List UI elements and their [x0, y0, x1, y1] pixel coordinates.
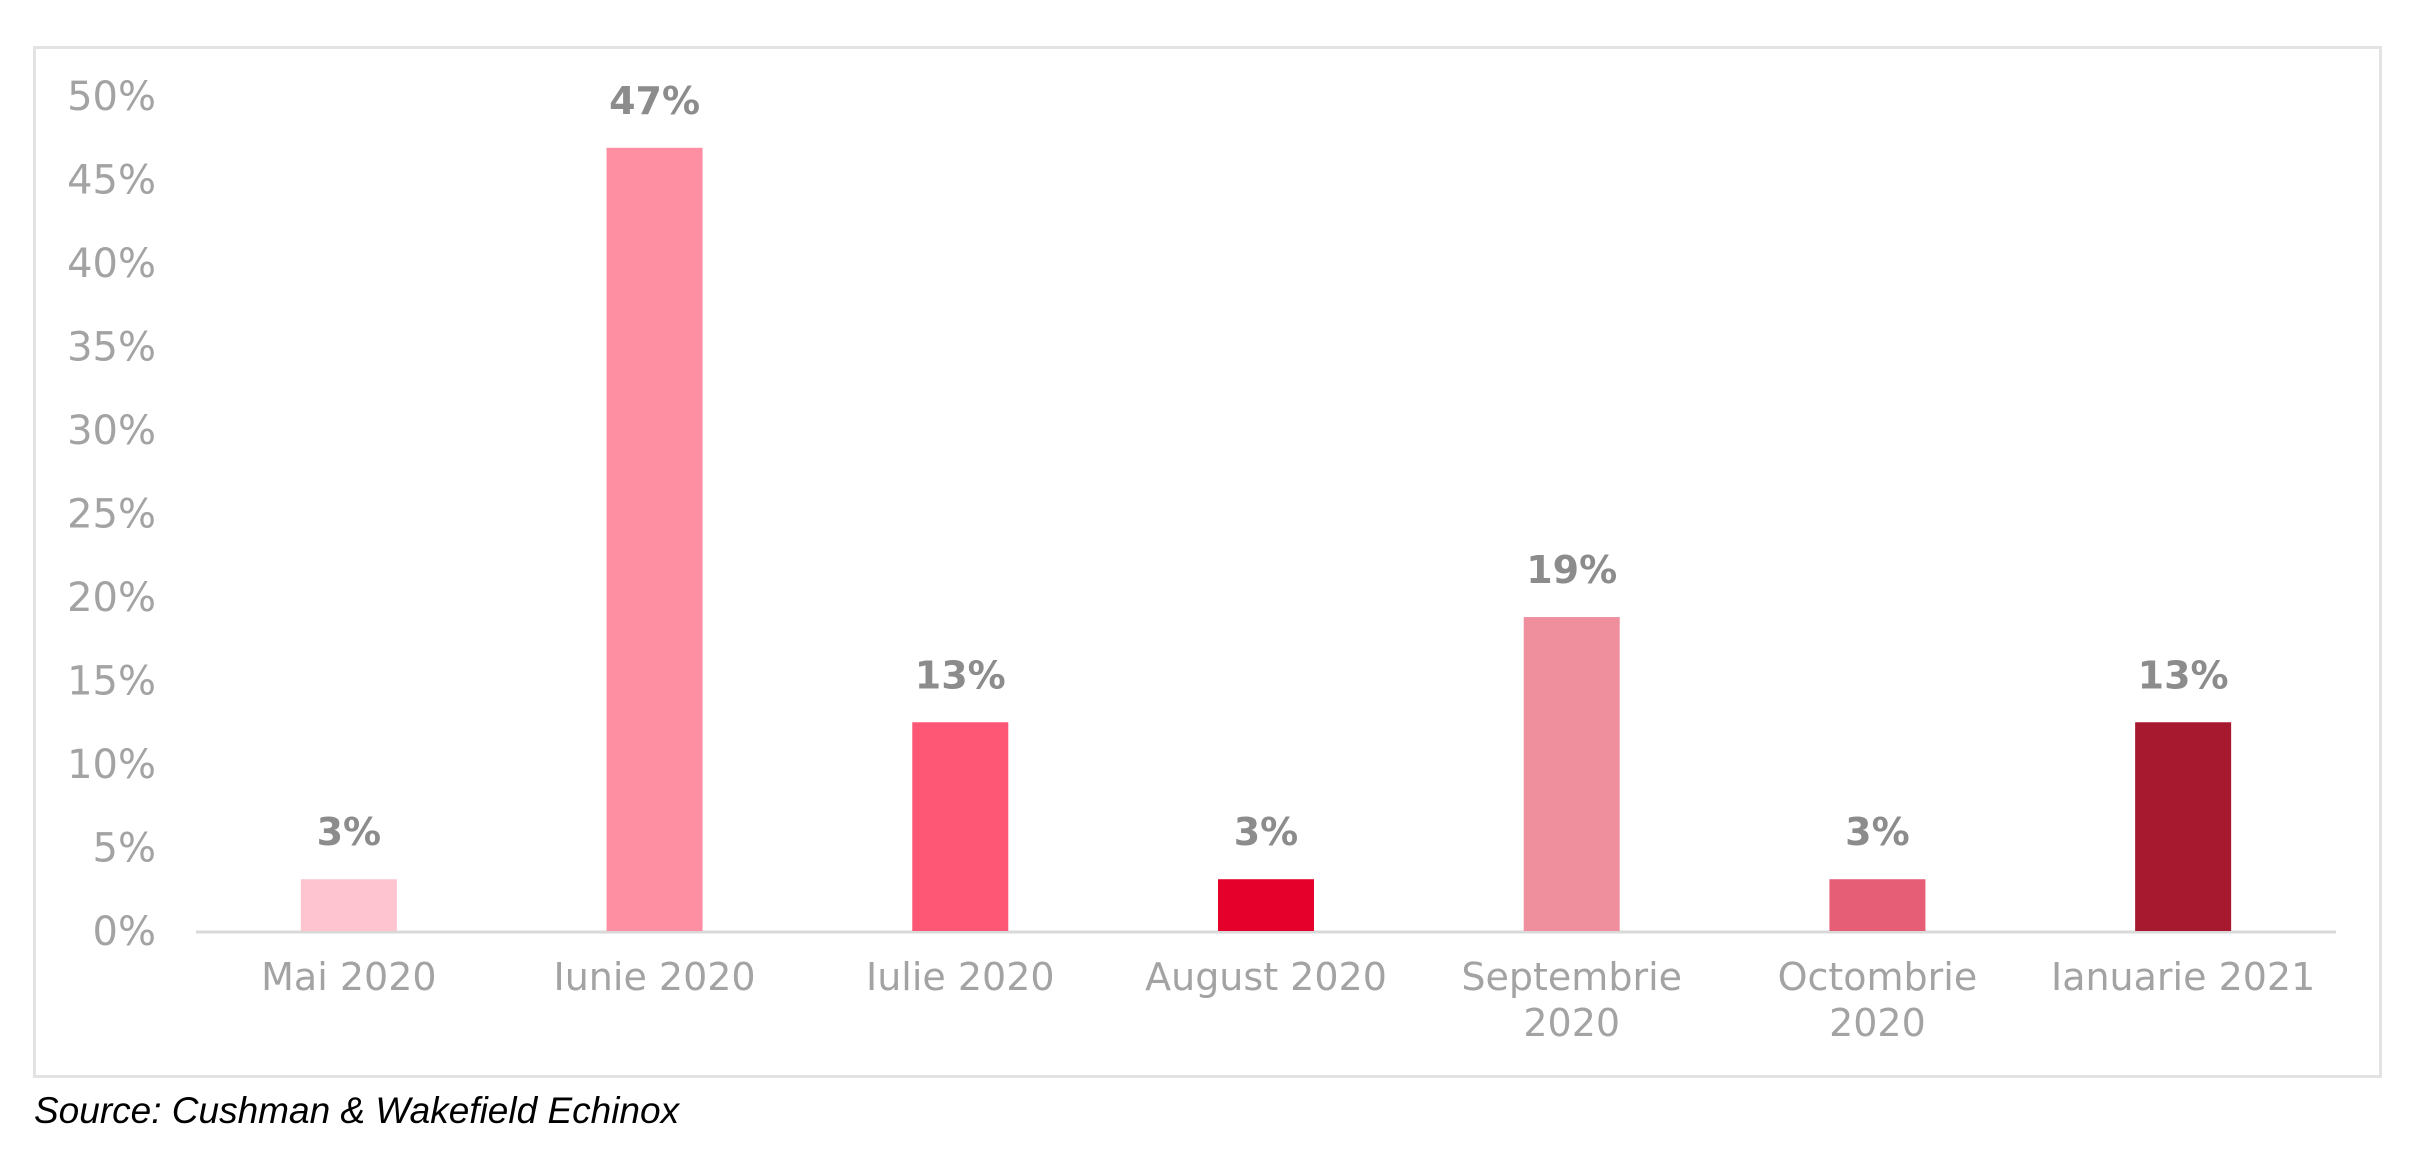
bar [1218, 879, 1314, 931]
y-tick-label: 25% [67, 492, 156, 538]
bar [2135, 722, 2232, 931]
data-label: 3% [317, 810, 382, 854]
bar [1829, 879, 1926, 931]
y-tick-label: 10% [67, 742, 156, 788]
data-label: 19% [1526, 548, 1617, 592]
y-tick-label: 15% [67, 659, 156, 705]
y-tick-label: 0% [93, 909, 156, 955]
category-label: Septembrie 2020 [1461, 955, 1682, 1045]
category-label: Iunie 2020 [554, 955, 756, 999]
category-label: Iulie 2020 [866, 955, 1055, 999]
data-label: 3% [1234, 810, 1299, 854]
y-tick-label: 40% [67, 241, 156, 287]
y-tick-label: 35% [67, 325, 156, 371]
chart-frame [33, 46, 2382, 1078]
y-tick-label: 5% [93, 826, 156, 872]
y-tick-label: 30% [67, 408, 156, 454]
bar [1523, 617, 1620, 931]
bar [300, 879, 397, 931]
source-note: Source: Cushman & Wakefield Echinox [34, 1090, 680, 1131]
bar [912, 722, 1009, 931]
bar-chart: 0% 5% 10% 15% 20% 25% 30% 35% 40% 45% 50% 3% Mai 202… [67, 74, 2336, 1045]
category-label: Mai 2020 [261, 955, 436, 999]
data-label: 13% [2138, 653, 2229, 697]
category-label: Octombrie 2020 [1778, 955, 1978, 1045]
y-tick-label: 45% [67, 158, 156, 204]
bar [606, 147, 703, 931]
y-tick-label: 50% [67, 74, 156, 120]
y-tick-label: 20% [67, 575, 156, 621]
data-label: 13% [915, 653, 1006, 697]
data-label: 3% [1845, 810, 1910, 854]
category-label: Ianuarie 2021 [2051, 955, 2315, 999]
data-label: 47% [609, 79, 700, 123]
category-label: August 2020 [1145, 955, 1387, 999]
